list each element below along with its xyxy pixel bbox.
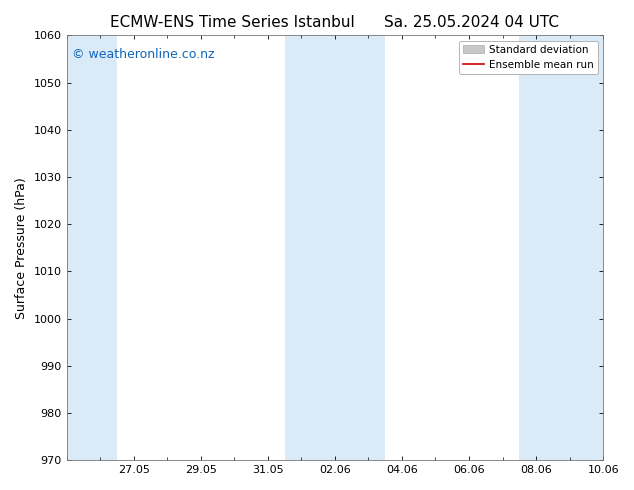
Bar <box>285 35 385 460</box>
Bar <box>67 35 117 460</box>
Y-axis label: Surface Pressure (hPa): Surface Pressure (hPa) <box>15 177 28 318</box>
Text: © weatheronline.co.nz: © weatheronline.co.nz <box>72 48 214 61</box>
Title: ECMW-ENS Time Series Istanbul      Sa. 25.05.2024 04 UTC: ECMW-ENS Time Series Istanbul Sa. 25.05.… <box>110 15 559 30</box>
Legend: Standard deviation, Ensemble mean run: Standard deviation, Ensemble mean run <box>459 41 598 74</box>
Bar <box>519 35 603 460</box>
